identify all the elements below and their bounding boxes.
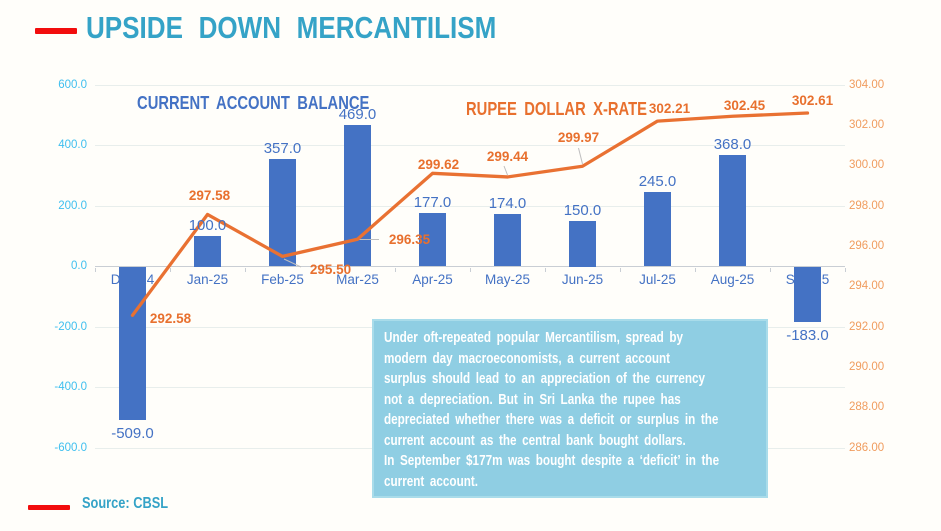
right-axis-tick-label: 292.00 bbox=[849, 320, 885, 333]
label-leader-line bbox=[503, 165, 508, 176]
axis-tick bbox=[620, 267, 621, 272]
bar-value-label: 174.0 bbox=[488, 194, 527, 212]
right-axis-tick-label: 296.00 bbox=[849, 239, 885, 252]
bar-value-label: 177.0 bbox=[413, 193, 452, 211]
bar-series-title: CURRENT ACCOUNT BALANCE bbox=[137, 93, 370, 113]
bar bbox=[794, 266, 821, 322]
bar-value-label: 150.0 bbox=[563, 202, 602, 220]
axis-tick bbox=[845, 267, 846, 272]
bar bbox=[494, 213, 521, 267]
bar-value-label: 368.0 bbox=[713, 136, 752, 154]
left-axis-tick-label: 600.0 bbox=[58, 78, 87, 91]
annotation-text: Under oft-repeated popular Mercantilism,… bbox=[384, 328, 720, 492]
bar-value-label: -183.0 bbox=[786, 326, 829, 344]
axis-tick bbox=[95, 267, 96, 272]
right-axis-tick-label: 286.00 bbox=[849, 441, 885, 454]
axis-tick bbox=[170, 267, 171, 272]
bar-value-label: 100.0 bbox=[188, 217, 227, 235]
line-series-title: RUPEE DOLLAR X-RATE bbox=[466, 99, 647, 119]
right-axis-tick-label: 300.00 bbox=[849, 159, 885, 172]
axis-tick bbox=[470, 267, 471, 272]
axis-tick bbox=[395, 267, 396, 272]
line-value-label: 292.58 bbox=[149, 311, 192, 327]
left-axis-tick-label: 400.0 bbox=[58, 139, 87, 151]
line-value-label: 297.58 bbox=[188, 188, 231, 204]
category-label: May-25 bbox=[484, 272, 530, 287]
source-accent-dash bbox=[28, 505, 70, 510]
axis-tick bbox=[545, 267, 546, 272]
bar bbox=[719, 155, 746, 267]
annotation-line: current account as the central bank boug… bbox=[384, 431, 686, 449]
category-label: Jun-25 bbox=[561, 272, 604, 287]
line-value-label: 299.62 bbox=[417, 157, 460, 173]
category-label: Jul-25 bbox=[639, 272, 676, 287]
line-value-label: 295.50 bbox=[309, 262, 352, 278]
bar-value-label: 357.0 bbox=[263, 139, 302, 157]
right-axis-tick-label: 288.00 bbox=[849, 401, 885, 414]
gridline bbox=[95, 84, 845, 86]
line-value-label: 299.44 bbox=[486, 148, 529, 164]
category-label: Aug-25 bbox=[710, 272, 755, 287]
source-label: Source: CBSL bbox=[82, 495, 169, 512]
bar-value-label: 469.0 bbox=[338, 105, 377, 123]
bar bbox=[119, 266, 146, 421]
right-axis-tick-label: 290.00 bbox=[849, 360, 885, 373]
left-axis-tick-label: -200.0 bbox=[54, 320, 87, 333]
category-label: Apr-25 bbox=[412, 272, 453, 287]
axis-tick bbox=[695, 267, 696, 272]
bar bbox=[569, 221, 596, 267]
axis-tick bbox=[245, 267, 246, 272]
annotation-line: Under oft-repeated popular Mercantilism,… bbox=[384, 329, 684, 346]
annotation-line: In September $177m was bought despite a … bbox=[384, 452, 720, 469]
axis-tick bbox=[770, 267, 771, 272]
bar bbox=[644, 192, 671, 267]
left-axis-tick-label: -600.0 bbox=[54, 441, 87, 454]
left-axis-tick-label: -400.0 bbox=[54, 381, 87, 393]
annotation-line: not a depreciation. But in Sri Lanka the… bbox=[384, 390, 681, 408]
annotation-line: depreciated whether there was a deficit … bbox=[384, 411, 719, 428]
left-axis-tick-label: 200.0 bbox=[58, 199, 87, 212]
line-value-label: 299.97 bbox=[557, 130, 600, 146]
right-axis-tick-label: 302.00 bbox=[849, 118, 885, 131]
annotation-box: Under oft-repeated popular Mercantilism,… bbox=[372, 319, 768, 498]
line-value-label: 302.45 bbox=[723, 98, 766, 114]
right-axis-tick-label: 298.00 bbox=[849, 199, 885, 212]
bar-value-label: -509.0 bbox=[111, 425, 154, 443]
line-value-label: 302.21 bbox=[648, 101, 691, 117]
bar bbox=[269, 158, 296, 267]
line-value-label: 296.35 bbox=[388, 232, 431, 248]
annotation-line: surplus should lead to an appreciation o… bbox=[384, 370, 706, 387]
right-axis-tick-label: 294.00 bbox=[849, 280, 885, 293]
annotation-line: modern day macroeconomists, a current ac… bbox=[384, 349, 671, 367]
label-leader-line bbox=[578, 147, 583, 165]
annotation-line: current account. bbox=[384, 472, 479, 490]
title-accent-dash bbox=[35, 28, 77, 34]
slide-title: UPSIDE DOWN MERCANTILISM bbox=[86, 10, 497, 45]
bar-value-label: 245.0 bbox=[638, 173, 677, 191]
left-axis-tick-label: 0.0 bbox=[71, 260, 87, 272]
bar bbox=[194, 236, 221, 267]
category-label: Jan-25 bbox=[186, 272, 229, 287]
bar bbox=[344, 124, 371, 267]
right-axis-tick-label: 304.00 bbox=[849, 78, 885, 91]
line-value-label: 302.61 bbox=[791, 93, 834, 109]
